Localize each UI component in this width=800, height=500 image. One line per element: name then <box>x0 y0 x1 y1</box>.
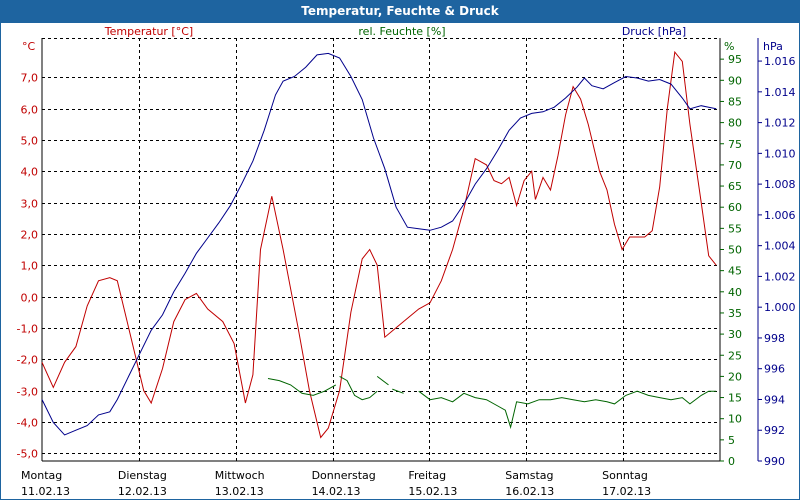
day-label: Freitag <box>408 469 446 482</box>
chart-title: Temperatur, Feuchte & Druck <box>0 0 800 22</box>
humidity-series-segment <box>376 376 389 386</box>
day-label: Mittwoch <box>215 469 265 482</box>
day-label: Sonntag <box>602 469 648 482</box>
date-label: 14.02.13 <box>312 485 361 498</box>
humidity-tick-label: 85 <box>728 95 742 108</box>
humidity-tick-label: 45 <box>728 265 742 278</box>
humidity-tick-label: 0 <box>728 455 735 468</box>
date-label: 15.02.13 <box>408 485 457 498</box>
humidity-tick-label: 40 <box>728 286 742 299</box>
date-label: 16.02.13 <box>505 485 554 498</box>
humidity-unit: % <box>724 40 734 53</box>
day-label: Montag <box>21 469 62 482</box>
day-label: Dienstag <box>118 469 167 482</box>
temperature-series-line <box>41 50 717 439</box>
humidity-tick-label: 90 <box>728 74 742 87</box>
humidity-series-segment <box>392 388 404 394</box>
humidity-tick-label: 50 <box>728 244 742 257</box>
humidity-tick-label: 5 <box>728 434 735 447</box>
humidity-series-segment <box>267 378 337 396</box>
pressure-tick-label: 994 <box>764 393 785 406</box>
pressure-tick-label: 1.000 <box>764 301 796 314</box>
temperature-tick-label: -4,0 <box>17 417 38 430</box>
temperature-tick-label: 7,0 <box>21 72 39 85</box>
humidity-tick-label: 55 <box>728 222 742 235</box>
day-label: Donnerstag <box>312 469 376 482</box>
series <box>41 50 717 439</box>
pressure-series-line <box>41 52 717 436</box>
temperature-axis-title: Temperatur [°C] <box>104 25 193 38</box>
date-label: 11.02.13 <box>21 485 70 498</box>
humidity-tick-label: 75 <box>728 138 742 151</box>
temperature-tick-label: 4,0 <box>21 166 39 179</box>
temperature-tick-label: -5,0 <box>17 448 38 461</box>
humidity-tick-label: 35 <box>728 307 742 320</box>
date-label: 13.02.13 <box>215 485 264 498</box>
pressure-tick-label: 1.002 <box>764 270 796 283</box>
pressure-tick-label: 1.010 <box>764 147 796 160</box>
pressure-tick-label: 1.014 <box>764 86 796 99</box>
temperature-tick-label: 1,0 <box>21 260 39 273</box>
temperature-tick-label: -1,0 <box>17 323 38 336</box>
temperature-tick-label: 3,0 <box>21 198 39 211</box>
pressure-unit: hPa <box>763 40 783 53</box>
date-label: 12.02.13 <box>118 485 167 498</box>
pressure-tick-label: 990 <box>764 455 785 468</box>
humidity-tick-label: 95 <box>728 53 742 66</box>
pressure-tick-label: 1.012 <box>764 117 796 130</box>
humidity-tick-label: 60 <box>728 201 742 214</box>
pressure-tick-label: 1.008 <box>764 178 796 191</box>
pressure-tick-label: 998 <box>764 332 785 345</box>
temperature-unit: °C <box>22 40 36 53</box>
temperature-tick-label: 6,0 <box>21 104 39 117</box>
temperature-tick-label: 2,0 <box>21 229 39 242</box>
humidity-tick-label: 20 <box>728 370 742 383</box>
date-label: 17.02.13 <box>602 485 651 498</box>
day-label: Samstag <box>505 469 553 482</box>
pressure-tick-label: 1.004 <box>764 240 796 253</box>
humidity-tick-label: 15 <box>728 392 742 405</box>
temperature-tick-label: -2,0 <box>17 354 38 367</box>
grid <box>42 38 720 461</box>
pressure-tick-label: 1.006 <box>764 209 796 222</box>
pressure-axis-title: Druck [hPa] <box>622 25 686 38</box>
humidity-series-segment <box>339 375 378 401</box>
pressure-tick-label: 996 <box>764 363 785 376</box>
humidity-tick-label: 30 <box>728 328 742 341</box>
temperature-tick-label: 0,0 <box>21 292 39 305</box>
humidity-tick-label: 70 <box>728 159 742 172</box>
pressure-tick-label: 992 <box>764 424 785 437</box>
temperature-tick-label: 5,0 <box>21 135 39 148</box>
humidity-tick-label: 25 <box>728 349 742 362</box>
pressure-tick-label: 1.016 <box>764 55 796 68</box>
axes <box>41 38 762 462</box>
axis-labels: -5,0 -4,0 -3,0 -2,0 -1,0 0,0 1,0 2,0 3,0 4,0 5,0 6,… <box>17 25 796 498</box>
humidity-tick-label: 10 <box>728 413 742 426</box>
humidity-series-segment <box>418 390 717 430</box>
humidity-tick-label: 80 <box>728 117 742 130</box>
humidity-axis-title: rel. Feuchte [%] <box>358 25 445 38</box>
humidity-tick-label: 65 <box>728 180 742 193</box>
temperature-tick-label: -3,0 <box>17 386 38 399</box>
